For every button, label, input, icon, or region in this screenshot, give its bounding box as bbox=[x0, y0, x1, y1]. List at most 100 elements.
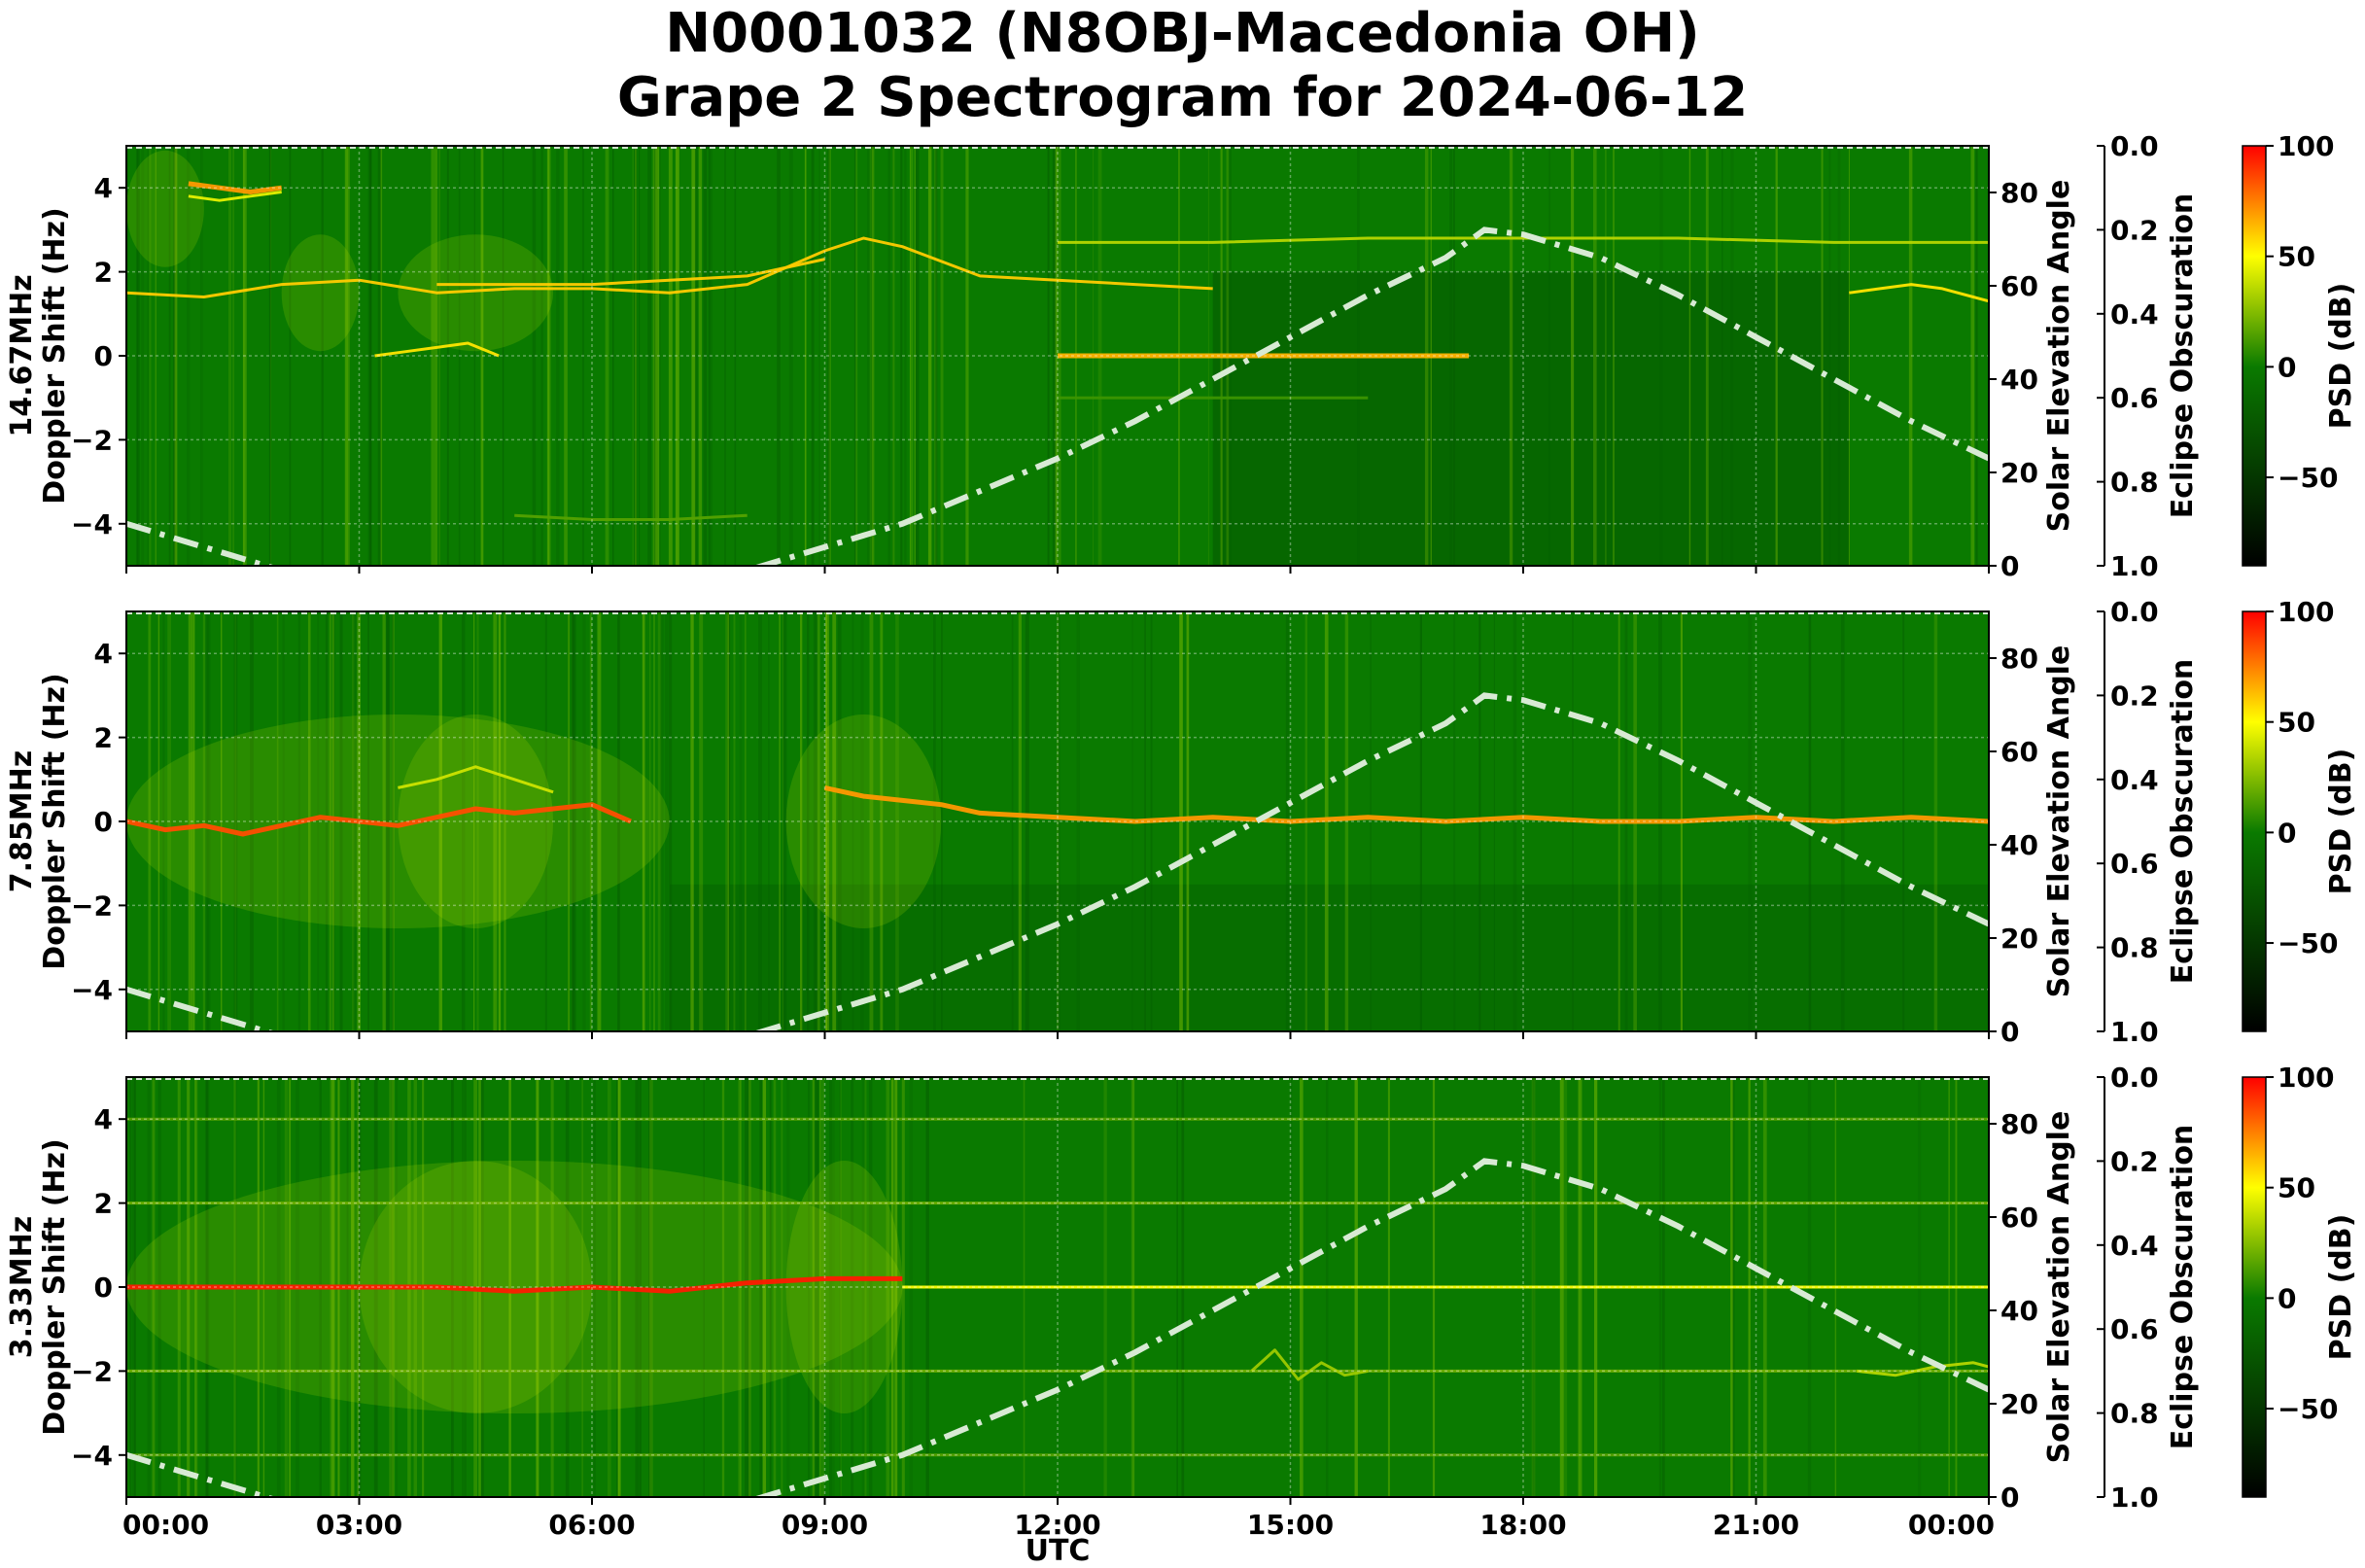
y2-tick-label: 20 bbox=[2000, 923, 2038, 955]
noise-streak bbox=[344, 146, 348, 566]
noise-streak bbox=[612, 146, 614, 566]
doppler-label: Doppler Shift (Hz) bbox=[38, 1138, 72, 1435]
noise-streak bbox=[816, 1077, 819, 1497]
y-tick-label: 0 bbox=[94, 806, 113, 838]
noise-streak bbox=[174, 146, 177, 566]
title-line-2: Grape 2 Spectrogram for 2024-06-12 bbox=[616, 66, 1749, 129]
noise-streak bbox=[828, 146, 831, 566]
noise-streak bbox=[639, 1077, 642, 1497]
noise-streak bbox=[1828, 146, 1831, 566]
noise-streak bbox=[536, 1077, 539, 1497]
noise-streak bbox=[927, 146, 932, 566]
noise-streak bbox=[825, 611, 829, 1031]
noise-streak bbox=[1688, 146, 1691, 566]
grid bbox=[126, 1077, 1989, 1497]
noise-streak bbox=[861, 1077, 866, 1497]
noise-streak bbox=[853, 146, 856, 566]
colorbar-tick-label: −50 bbox=[2278, 462, 2338, 494]
noise-streak bbox=[867, 146, 870, 566]
noise-streak bbox=[200, 146, 203, 566]
y-tick-label: −4 bbox=[71, 508, 113, 540]
x-axis-label: UTC bbox=[1025, 1534, 1091, 1568]
signal-trace bbox=[514, 513, 748, 521]
colorbar-tick-label: −50 bbox=[2278, 927, 2338, 959]
noise-streak bbox=[205, 611, 209, 1031]
noise-streak bbox=[473, 611, 475, 1031]
y-tick-label: 0 bbox=[94, 1272, 113, 1304]
eclipse-obscuration-label: Eclipse Obscuration bbox=[2166, 659, 2200, 985]
y2-tick-label: 80 bbox=[2000, 1108, 2038, 1140]
noise-streak bbox=[781, 1077, 783, 1497]
signal-haze bbox=[281, 234, 360, 352]
noise-streak bbox=[546, 146, 551, 566]
y2-axis-label-group: Solar Elevation Angle bbox=[2042, 1111, 2076, 1464]
signal-haze bbox=[126, 150, 204, 267]
noise-streak bbox=[1186, 611, 1190, 1031]
noise-streak bbox=[597, 611, 602, 1031]
y3-tick-label: 0.4 bbox=[2110, 764, 2159, 796]
y-tick-label: 4 bbox=[94, 638, 113, 670]
signal-haze bbox=[126, 1161, 903, 1413]
y3-tick-label: 0.2 bbox=[2110, 679, 2159, 712]
colorbar bbox=[2242, 1076, 2267, 1498]
noise-streak bbox=[234, 611, 236, 1031]
noise-streak bbox=[155, 146, 157, 566]
noise-streak bbox=[912, 146, 914, 566]
y3-tick-label: 0.8 bbox=[2110, 1398, 2159, 1430]
noise-streak bbox=[1025, 611, 1029, 1031]
noise-streak bbox=[890, 1077, 894, 1497]
noise-streak bbox=[392, 611, 395, 1031]
noise-streak bbox=[1058, 611, 1061, 1031]
noise-streak bbox=[904, 146, 907, 566]
noise-streak bbox=[694, 146, 698, 566]
y3-tick-label: 0.6 bbox=[2110, 848, 2159, 880]
noise-streak bbox=[269, 146, 272, 566]
noise-streak bbox=[1821, 146, 1824, 566]
noise-streak bbox=[346, 146, 350, 566]
noise-streak bbox=[638, 146, 641, 566]
noise-streak bbox=[544, 611, 547, 1031]
noise-streak bbox=[1493, 611, 1495, 1031]
noise-streak bbox=[612, 146, 614, 566]
eclipse-obscuration-label: Eclipse Obscuration bbox=[2166, 193, 2200, 519]
noise-streak bbox=[659, 146, 662, 566]
y-tick-label: −2 bbox=[71, 1355, 113, 1387]
noise-streak bbox=[690, 611, 694, 1031]
y-tick-label: 2 bbox=[94, 1188, 113, 1220]
title-line-1: N0001032 (N8OBJ-Macedonia OH) bbox=[665, 2, 1700, 65]
y3-tick-label: 0.0 bbox=[2110, 596, 2159, 628]
colorbar-tick-label: −50 bbox=[2278, 1393, 2338, 1425]
noise-streak bbox=[709, 146, 713, 566]
y3-tick-label: 0.4 bbox=[2110, 298, 2159, 331]
noise-streak bbox=[221, 611, 223, 1031]
noise-streak bbox=[1775, 146, 1778, 566]
signal-trace bbox=[823, 784, 1989, 824]
noise-streak bbox=[540, 146, 543, 566]
noise-streak bbox=[1605, 146, 1607, 566]
noise-streak bbox=[589, 611, 592, 1031]
noise-streak bbox=[392, 611, 394, 1031]
noise-streak bbox=[727, 611, 729, 1031]
noise-streak bbox=[136, 146, 139, 566]
noise-streak bbox=[1057, 611, 1060, 1031]
noise-streak bbox=[1344, 611, 1349, 1031]
noise-streak bbox=[193, 611, 195, 1031]
noise-streak bbox=[769, 1077, 772, 1497]
signal-trace bbox=[126, 802, 632, 837]
noise-streak bbox=[832, 611, 837, 1031]
noise-streak bbox=[669, 611, 673, 1031]
quiet-region bbox=[669, 884, 1989, 1031]
doppler-label: Doppler Shift (Hz) bbox=[38, 673, 72, 969]
signal-trace bbox=[374, 341, 500, 358]
noise-streak bbox=[233, 611, 238, 1031]
noise-streak bbox=[762, 1077, 767, 1497]
noise-streak bbox=[162, 611, 165, 1031]
noise-streak bbox=[494, 611, 498, 1031]
noise-streak bbox=[777, 146, 781, 566]
noise-streak bbox=[819, 1077, 821, 1497]
y3-tick-label: 1.0 bbox=[2110, 1481, 2159, 1514]
signal-haze bbox=[126, 714, 670, 928]
y2-tick-label: 0 bbox=[2000, 550, 2019, 582]
solar-elevation-label: Solar Elevation Angle bbox=[2042, 180, 2076, 533]
grid bbox=[126, 611, 1989, 1031]
